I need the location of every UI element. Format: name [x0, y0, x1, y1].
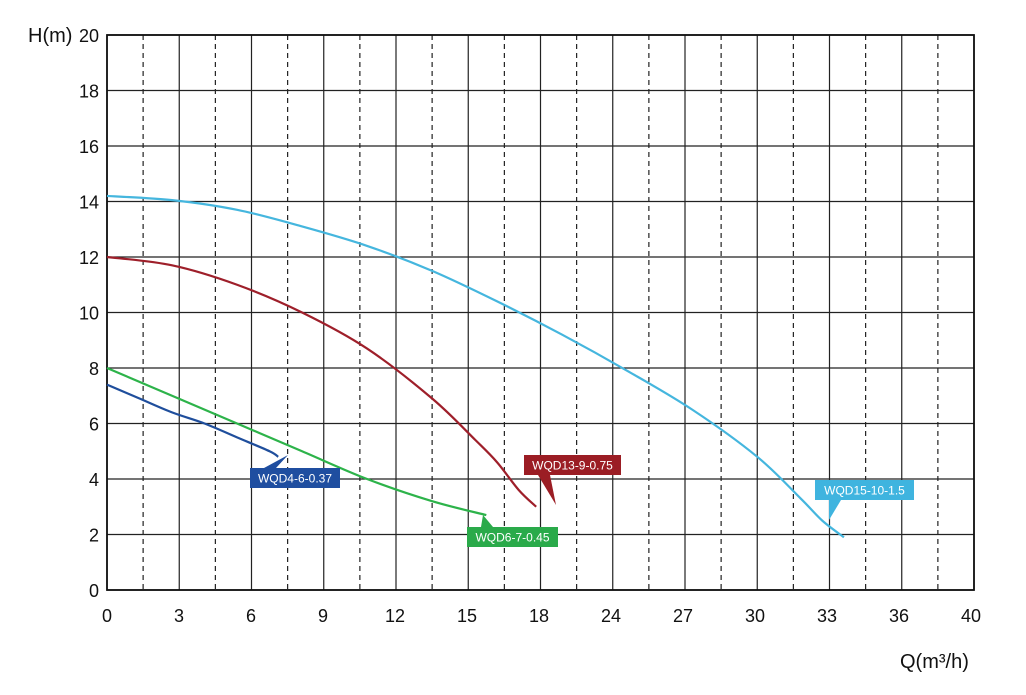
y-tick-label: 10 — [79, 304, 99, 324]
y-tick-label: 8 — [89, 359, 99, 379]
x-tick-label: 12 — [385, 606, 405, 626]
series-lines — [106, 194, 845, 539]
x-axis-title: Q(m³/h) — [900, 651, 969, 673]
series-label-box — [524, 455, 621, 475]
x-tick-label: 30 — [745, 606, 765, 626]
y-tick-label: 4 — [89, 470, 99, 490]
plot-frame — [106, 34, 975, 591]
x-tick-label: 40 — [961, 606, 981, 626]
series-line-wqd13-9-0.75 — [106, 255, 537, 508]
y-tick-label: 20 — [79, 26, 99, 46]
series-label-pointer — [538, 475, 556, 505]
x-tick-label: 0 — [102, 606, 112, 626]
series-label: WQD6-7-0.45 — [475, 531, 549, 545]
series-line-wqd4-6-0.37 — [106, 383, 279, 458]
x-tick-label: 24 — [601, 606, 621, 626]
x-tick-label: 27 — [673, 606, 693, 626]
series-labels: WQD4-6-0.37 WQD6-7-0.45 WQD13-9-0.75 WQD15-… — [250, 455, 914, 547]
y-tick-label: 0 — [89, 581, 99, 601]
series-label: WQD4-6-0.37 — [258, 472, 332, 486]
series-label-box — [250, 468, 340, 488]
x-tick-label: 15 — [457, 606, 477, 626]
series-line-wqd15-10-1.5 — [106, 194, 845, 539]
series-label-box — [815, 480, 914, 500]
x-tick-label: 9 — [318, 606, 328, 626]
series-label: WQD13-9-0.75 — [532, 459, 613, 473]
x-tick-label: 18 — [529, 606, 549, 626]
x-tick-label: 6 — [246, 606, 256, 626]
series-label-pointer — [829, 500, 841, 520]
x-tick-label: 36 — [889, 606, 909, 626]
y-tick-label: 6 — [89, 415, 99, 435]
y-axis-title: H(m) — [28, 25, 72, 47]
x-tick-label: 33 — [817, 606, 837, 626]
y-tick-label: 16 — [79, 137, 99, 157]
y-tick-label: 2 — [89, 526, 99, 546]
series-label: WQD15-10-1.5 — [824, 484, 905, 498]
y-tick-label: 14 — [79, 193, 99, 213]
x-tick-label: 3 — [174, 606, 184, 626]
grid — [106, 34, 975, 591]
y-tick-label: 18 — [79, 82, 99, 102]
series-line-wqd6-7-0.45 — [106, 366, 487, 517]
y-tick-label: 12 — [79, 248, 99, 268]
series-label-pointer — [264, 455, 288, 468]
series-label-box — [467, 527, 558, 547]
series-label-pointer — [481, 515, 493, 527]
